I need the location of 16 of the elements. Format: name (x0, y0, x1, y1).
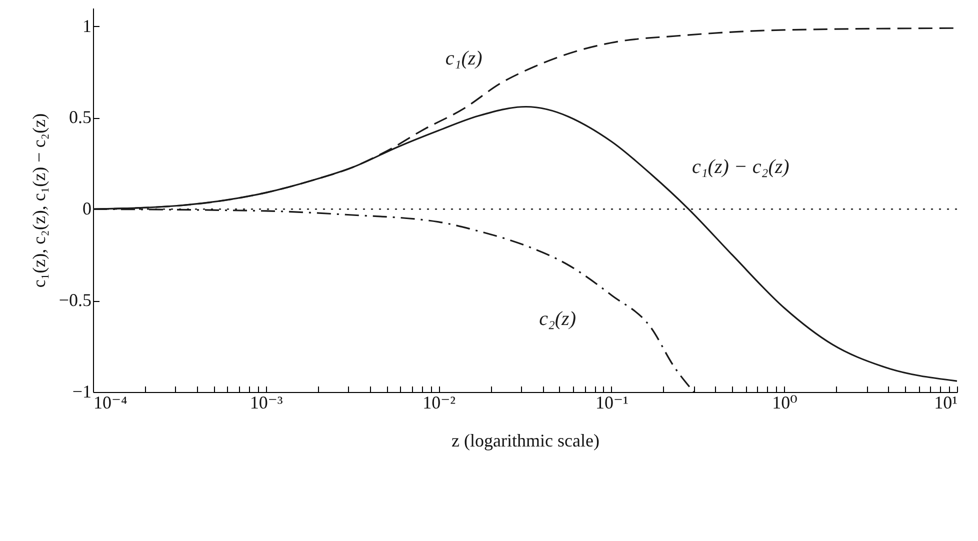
y-tick-label: 1 (82, 16, 92, 36)
series-label: c₁(z) − c₂(z) (692, 156, 790, 178)
series-label: c₂(z) (539, 308, 576, 330)
y-tick-label: −1 (72, 382, 92, 402)
x-tick-label: 10¹ (934, 392, 958, 412)
y-tick-label: −0.5 (58, 290, 92, 310)
series-label: c₁(z) (445, 48, 483, 70)
y-tick-label: 0 (82, 198, 92, 219)
x-tick-label: 10⁰ (772, 392, 798, 412)
y-tick-label: 0.5 (69, 107, 92, 128)
x-axis-title: z (logarithmic scale) (452, 430, 600, 450)
x-tick-label: 10⁻³ (250, 392, 284, 412)
x-tick-label: 10⁻¹ (595, 392, 628, 412)
x-tick-label: 10⁻² (422, 392, 456, 412)
x-tick-label: 10⁻⁴ (94, 392, 128, 412)
y-axis-title: c₁(z), c₂(z), c₁(z) − c₂(z) (28, 113, 49, 288)
